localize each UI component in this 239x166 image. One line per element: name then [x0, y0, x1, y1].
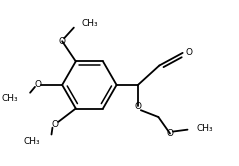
Text: O: O: [52, 120, 59, 129]
Text: O: O: [167, 129, 174, 138]
Text: O: O: [135, 102, 141, 111]
Text: O: O: [59, 37, 66, 46]
Text: O: O: [34, 81, 41, 89]
Text: CH₃: CH₃: [81, 19, 98, 28]
Text: O: O: [186, 48, 193, 57]
Text: CH₃: CH₃: [2, 94, 18, 103]
Text: CH₃: CH₃: [196, 124, 213, 133]
Text: CH₃: CH₃: [23, 137, 40, 146]
